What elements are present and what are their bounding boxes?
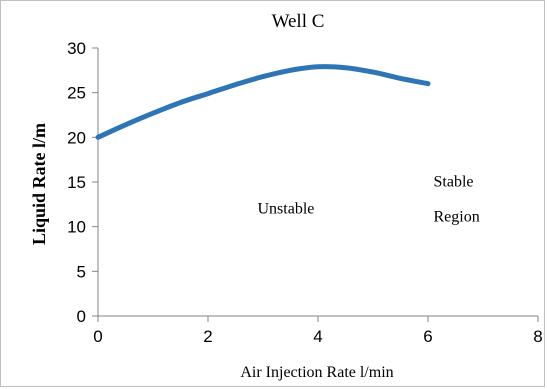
y-tick-label: 15 [67,173,86,192]
chart-title: Well C [272,11,325,32]
y-tick-label: 25 [67,84,86,103]
y-tick-label: 20 [67,128,86,147]
annotation-label: Stable [434,173,474,190]
annotation-label: Region [434,208,480,225]
x-axis-ticks: 0 2 4 6 8 [93,316,543,346]
y-tick-label: 10 [67,218,86,237]
series-line [95,64,431,140]
annotations: Unstable Stable Region [258,173,480,225]
x-tick-label: 4 [313,327,322,346]
y-tick-label: 0 [77,307,86,326]
x-tick-label: 2 [203,327,212,346]
series-group [95,64,431,140]
y-tick-label: 30 [67,39,86,58]
y-tick-label: 5 [77,262,86,281]
x-tick-label: 6 [423,327,432,346]
x-tick-label: 8 [533,327,542,346]
annotation-label: Unstable [258,200,315,217]
x-axis-label: Air Injection Rate l/min [240,364,393,381]
y-axis-label: Liquid Rate l/m [29,123,49,245]
y-axis-ticks: 0 5 10 15 20 25 30 [67,39,98,326]
x-tick-label: 0 [93,327,102,346]
